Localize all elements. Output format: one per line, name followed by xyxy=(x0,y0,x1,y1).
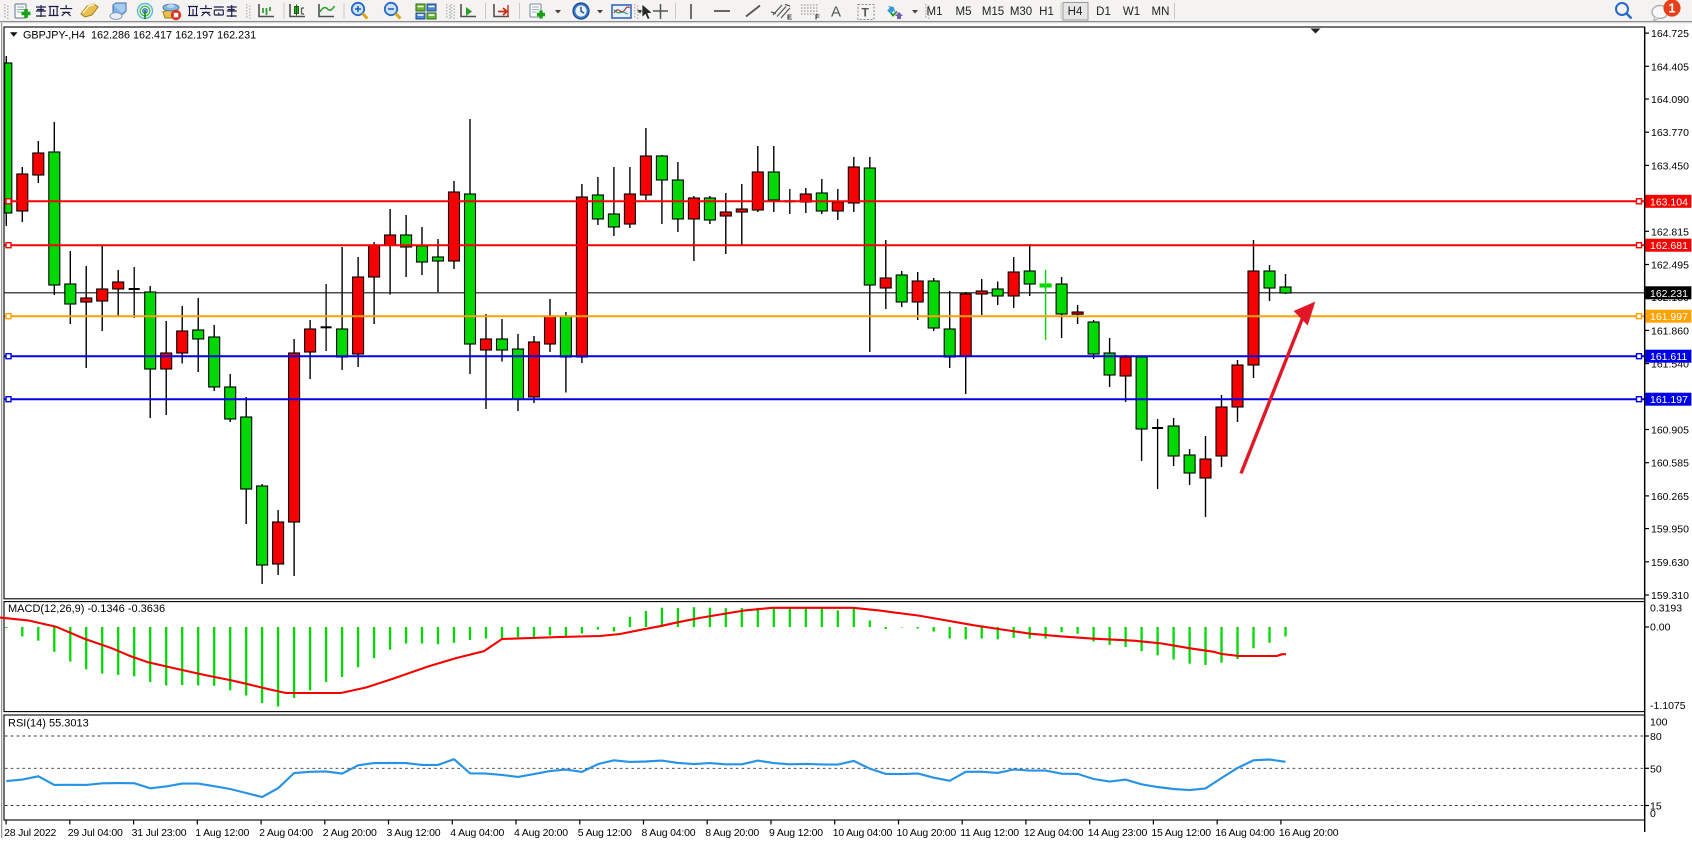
svg-text:1 Aug 12:00: 1 Aug 12:00 xyxy=(195,827,249,839)
svg-text:M30: M30 xyxy=(1010,6,1032,18)
svg-text:1: 1 xyxy=(1669,2,1676,16)
svg-text:161.197: 161.197 xyxy=(1650,394,1688,406)
svg-text:M15: M15 xyxy=(982,6,1004,18)
svg-text:162.681: 162.681 xyxy=(1650,240,1688,252)
svg-text:GBPJPY-,H4 162.286 162.417 16: GBPJPY-,H4 162.286 162.417 162.197 162.2… xyxy=(23,30,256,42)
svg-text:16 Aug 04:00: 16 Aug 04:00 xyxy=(1215,827,1275,839)
svg-text:29 Jul 04:00: 29 Jul 04:00 xyxy=(68,827,123,839)
svg-text:162.495: 162.495 xyxy=(1651,260,1689,272)
svg-text:14 Aug 23:00: 14 Aug 23:00 xyxy=(1088,827,1148,839)
svg-text:M1: M1 xyxy=(927,6,943,18)
svg-text:163.104: 163.104 xyxy=(1650,196,1688,208)
svg-text:163.450: 163.450 xyxy=(1651,160,1689,172)
svg-text:159.310: 159.310 xyxy=(1651,590,1689,602)
svg-text:160.905: 160.905 xyxy=(1651,425,1689,437)
svg-text:T: T xyxy=(862,6,870,20)
svg-text:161.611: 161.611 xyxy=(1650,351,1687,363)
svg-text:0: 0 xyxy=(1650,808,1656,820)
svg-text:RSI(14) 55.3013: RSI(14) 55.3013 xyxy=(8,718,89,730)
svg-text:H1: H1 xyxy=(1039,6,1054,18)
svg-text:10 Aug 04:00: 10 Aug 04:00 xyxy=(833,827,893,839)
svg-text:2 Aug 04:00: 2 Aug 04:00 xyxy=(259,827,313,839)
svg-text:H4: H4 xyxy=(1068,6,1083,18)
svg-text:12 Aug 04:00: 12 Aug 04:00 xyxy=(1024,827,1084,839)
svg-text:164.090: 164.090 xyxy=(1651,94,1689,106)
svg-text:10 Aug 20:00: 10 Aug 20:00 xyxy=(897,827,957,839)
svg-text:E: E xyxy=(787,13,792,22)
svg-text:16 Aug 20:00: 16 Aug 20:00 xyxy=(1279,827,1339,839)
svg-text:159.630: 159.630 xyxy=(1651,557,1689,569)
svg-text:3 Aug 12:00: 3 Aug 12:00 xyxy=(387,827,441,839)
svg-text:-1.1075: -1.1075 xyxy=(1650,700,1686,712)
svg-text:M5: M5 xyxy=(956,6,972,18)
svg-text:F: F xyxy=(815,13,820,22)
svg-text:163.770: 163.770 xyxy=(1651,127,1689,139)
svg-text:164.725: 164.725 xyxy=(1651,28,1689,40)
svg-text:161.997: 161.997 xyxy=(1650,311,1688,323)
svg-text:4 Aug 04:00: 4 Aug 04:00 xyxy=(450,827,504,839)
svg-text:11 Aug 12:00: 11 Aug 12:00 xyxy=(960,827,1019,839)
svg-text:8 Aug 04:00: 8 Aug 04:00 xyxy=(642,827,696,839)
svg-text:MN: MN xyxy=(1152,6,1170,18)
svg-text:15 Aug 12:00: 15 Aug 12:00 xyxy=(1151,827,1211,839)
svg-text:160.585: 160.585 xyxy=(1651,458,1689,470)
svg-text:8 Aug 20:00: 8 Aug 20:00 xyxy=(705,827,759,839)
svg-text:50: 50 xyxy=(1650,763,1662,775)
svg-text:162.231: 162.231 xyxy=(1650,288,1688,300)
svg-text:28 Jul 2022: 28 Jul 2022 xyxy=(4,827,56,839)
svg-text:164.405: 164.405 xyxy=(1651,61,1689,73)
svg-text:31 Jul 23:00: 31 Jul 23:00 xyxy=(132,827,187,839)
svg-text:MACD(12,26,9) -0.1346 -0.3636: MACD(12,26,9) -0.1346 -0.3636 xyxy=(8,603,165,615)
svg-text:A: A xyxy=(831,4,841,21)
svg-text:4 Aug 20:00: 4 Aug 20:00 xyxy=(514,827,568,839)
svg-text:9 Aug 12:00: 9 Aug 12:00 xyxy=(769,827,823,839)
svg-text:0.3193: 0.3193 xyxy=(1650,603,1682,615)
svg-text:160.265: 160.265 xyxy=(1651,491,1689,503)
svg-text:D1: D1 xyxy=(1096,6,1111,18)
svg-text:159.950: 159.950 xyxy=(1651,524,1689,536)
svg-text:15: 15 xyxy=(1650,801,1662,813)
svg-text:161.860: 161.860 xyxy=(1651,325,1689,337)
svg-text:W1: W1 xyxy=(1123,6,1140,18)
svg-text:0.00: 0.00 xyxy=(1650,622,1671,634)
svg-text:2 Aug 20:00: 2 Aug 20:00 xyxy=(323,827,377,839)
svg-text:100: 100 xyxy=(1650,717,1668,729)
svg-text:80: 80 xyxy=(1650,731,1662,743)
svg-text:162.815: 162.815 xyxy=(1651,226,1689,238)
svg-text:5 Aug 12:00: 5 Aug 12:00 xyxy=(578,827,632,839)
